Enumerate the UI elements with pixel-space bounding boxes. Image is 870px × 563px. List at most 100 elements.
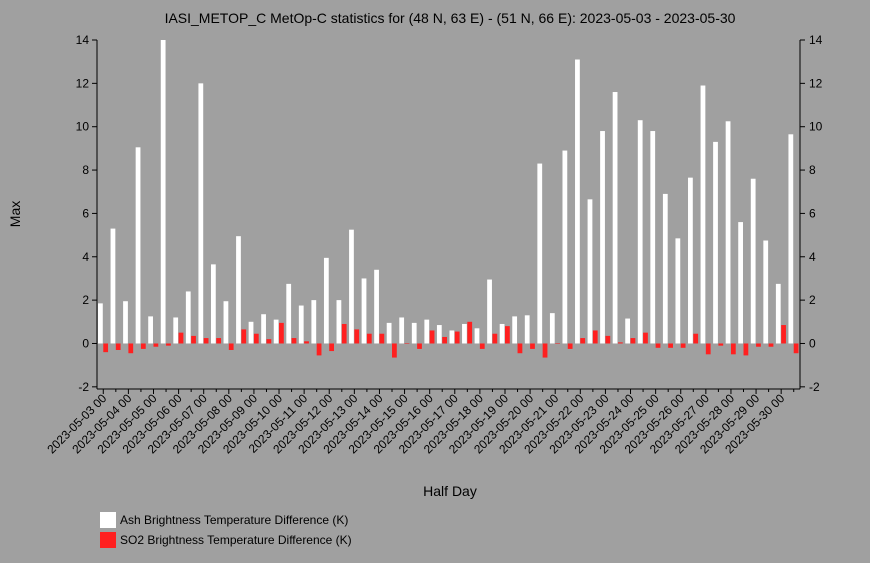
bar [366, 333, 372, 344]
bar [436, 325, 442, 344]
bar [103, 343, 109, 353]
bar [738, 222, 744, 344]
bar [379, 333, 385, 344]
bar [374, 269, 379, 344]
bar [625, 318, 631, 344]
bar [223, 301, 229, 344]
bar [693, 333, 699, 344]
y2-tick-label: 2 [809, 293, 816, 307]
bar [392, 343, 397, 358]
bar [298, 305, 304, 344]
bar [203, 338, 209, 344]
bar [643, 332, 648, 344]
bar [210, 264, 216, 344]
bar [562, 150, 568, 344]
x-axis-label: Half Day [423, 483, 477, 499]
y-tick-label: 12 [76, 76, 90, 90]
bar [273, 319, 279, 344]
bar [793, 343, 799, 354]
bar [236, 236, 241, 344]
y-tick-label: 2 [82, 293, 89, 307]
bar [700, 85, 706, 344]
bar [110, 228, 116, 344]
bar [662, 193, 668, 344]
bar [542, 343, 548, 358]
bar [781, 325, 786, 344]
bar [479, 343, 485, 349]
bar [404, 343, 410, 344]
y2-tick-label: 4 [809, 250, 816, 264]
bar [575, 59, 580, 344]
bar [688, 177, 693, 344]
bar [743, 343, 749, 356]
bar [730, 343, 736, 355]
bar [253, 333, 259, 344]
bar [361, 278, 367, 344]
bar [668, 343, 673, 348]
bar [580, 338, 586, 344]
bar [504, 326, 510, 344]
bar [198, 83, 204, 344]
bar [128, 343, 134, 354]
bar [705, 343, 711, 355]
bar [216, 338, 222, 344]
y-axis-label: Max [7, 201, 23, 227]
bar [492, 333, 498, 344]
bar [617, 342, 623, 344]
bar [530, 343, 535, 349]
bar [474, 328, 480, 344]
bar [135, 147, 141, 344]
bar [399, 317, 405, 344]
bar [750, 178, 756, 344]
bar [185, 291, 191, 344]
bar [555, 343, 560, 344]
bar [140, 343, 146, 349]
bar [725, 121, 731, 344]
bar [98, 303, 103, 344]
bar [417, 343, 422, 349]
bar [763, 240, 769, 344]
chart-title: IASI_METOP_C MetOp-C statistics for (48 … [165, 10, 736, 26]
bar [261, 314, 266, 344]
bar [341, 323, 347, 344]
bar [442, 336, 447, 344]
y2-tick-label: 6 [809, 206, 816, 220]
bar [630, 338, 636, 344]
y2-tick-label: 10 [809, 120, 823, 134]
legend-swatch [100, 512, 116, 528]
y-tick-label: -2 [78, 380, 89, 394]
bar [655, 343, 661, 348]
bar [637, 120, 643, 344]
bar [311, 300, 317, 344]
bar [286, 283, 292, 344]
bar [600, 131, 605, 344]
bar [153, 343, 159, 347]
bar [675, 238, 681, 344]
bar [241, 329, 247, 344]
bar [680, 343, 686, 348]
bar [191, 335, 196, 344]
y-tick-label: 6 [82, 206, 89, 220]
bar [587, 199, 593, 344]
bar [316, 343, 322, 356]
bar [713, 141, 718, 344]
bar [512, 316, 518, 344]
bar [612, 92, 618, 344]
bar [228, 343, 234, 350]
y2-tick-label: 12 [809, 76, 823, 90]
bar [549, 313, 555, 344]
bar [173, 317, 179, 344]
bar [166, 343, 171, 346]
bar [524, 315, 530, 344]
y2-tick-label: 0 [809, 336, 816, 350]
bar [429, 330, 435, 344]
bar [123, 301, 128, 344]
bar [449, 330, 455, 344]
bar [248, 321, 254, 344]
bar [148, 316, 153, 344]
bar [718, 343, 724, 346]
bar [329, 343, 335, 352]
bar [650, 131, 656, 344]
bar [487, 279, 492, 344]
bar [266, 339, 272, 344]
